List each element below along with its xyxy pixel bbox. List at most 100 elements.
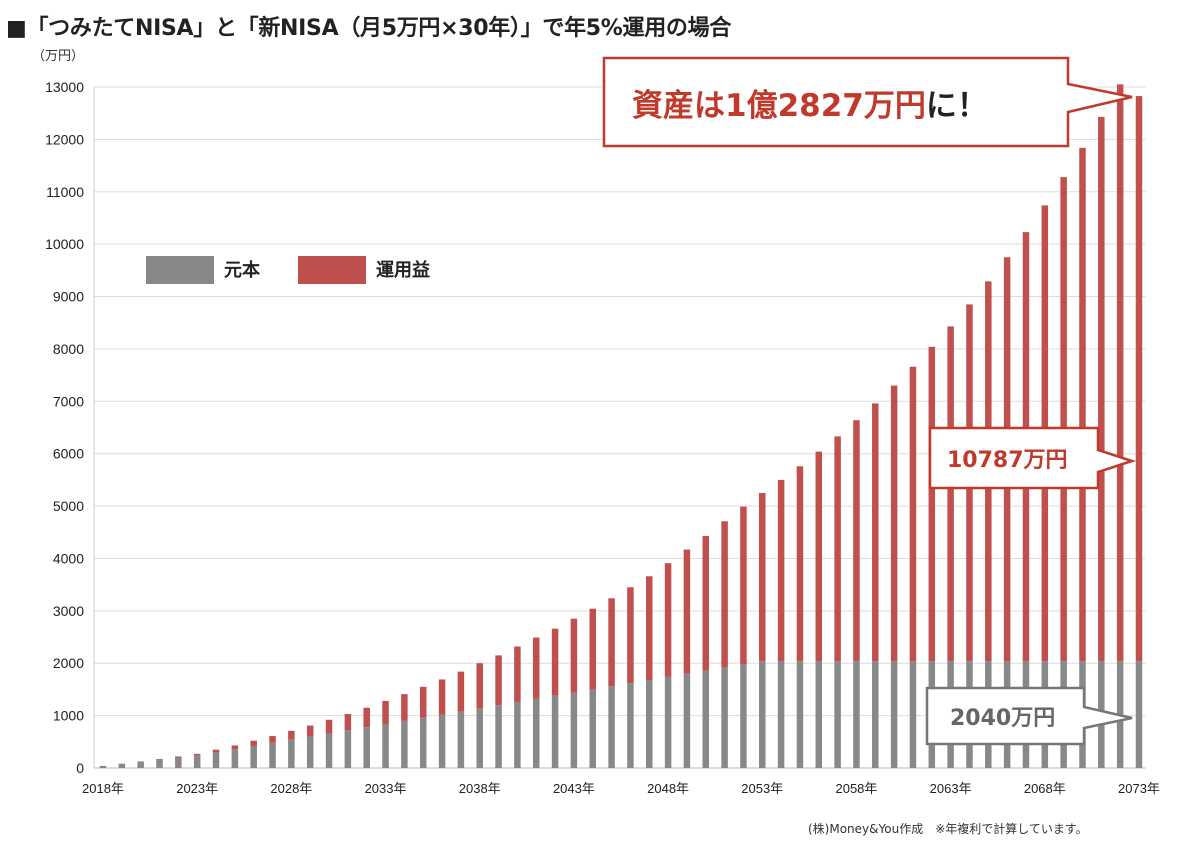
bar-principal-2060: [890, 661, 898, 768]
bar-gain-2041: [532, 637, 540, 699]
bar-gain-2049: [683, 549, 691, 674]
bar-gain-2027: [269, 736, 276, 743]
bar-principal-2053: [759, 661, 766, 768]
x-tick-label: 2053年: [741, 781, 783, 796]
bar-principal-2037: [457, 711, 465, 768]
callout-total-amount: 資産は1億2827万円: [632, 88, 926, 124]
bar-principal-2044: [589, 689, 596, 768]
bar-gain-2055: [796, 466, 804, 662]
bar-gain-2045: [608, 598, 615, 687]
x-tick-label: 2058年: [835, 781, 877, 796]
bar-principal-2049: [683, 673, 691, 768]
bar-gain-2038: [476, 663, 483, 709]
bar-gain-2061: [909, 366, 917, 662]
bar-principal-2029: [306, 736, 314, 768]
legend-label-gain: 運用益: [376, 259, 430, 281]
y-tick-label: 6000: [53, 446, 84, 462]
bar-gain-2046: [627, 587, 634, 684]
bar-principal-2051: [721, 667, 728, 768]
bar-principal-2048: [664, 676, 672, 768]
bar-principal-2038: [476, 708, 483, 768]
legend-swatch-gain: [298, 256, 366, 284]
bar-gain-2028: [288, 730, 295, 740]
bar-gain-2044: [589, 608, 596, 690]
x-tick-label: 2038年: [459, 781, 501, 796]
callout-gain-text: 10787万円: [947, 448, 1068, 473]
callout-principal: 2040万円: [925, 686, 1133, 746]
bars: [99, 84, 1143, 768]
x-tick-label: 2028年: [270, 781, 312, 796]
bar-principal-2039: [495, 705, 502, 768]
y-tick-label: 0: [76, 760, 84, 776]
x-tick-label: 2063年: [930, 781, 972, 796]
bar-gain-2039: [495, 655, 502, 706]
x-tick-label: 2048年: [647, 781, 689, 796]
bar-gain-2069: [1060, 177, 1067, 662]
bar-principal-2035: [419, 717, 427, 768]
x-tick-label: 2068年: [1024, 781, 1066, 796]
x-axis-ticks: 2018年 2023年 2028年 2033年 2038年 2043年 2048年 2053年…: [82, 781, 1160, 796]
bar-gain-2031: [344, 714, 352, 731]
x-tick-label: 2073年: [1118, 781, 1160, 796]
legend-swatch-principal: [146, 256, 214, 284]
bar-gain-2037: [457, 671, 465, 712]
bar-gain-2052: [740, 506, 747, 665]
y-tick-label: 12000: [45, 131, 84, 147]
bar-gain-2026: [250, 740, 257, 746]
legend: 元本 運用益: [146, 256, 430, 284]
bar-gain-2062: [928, 346, 936, 662]
y-tick-label: 3000: [53, 603, 84, 619]
bar-principal-2031: [344, 730, 352, 768]
bar-gain-2036: [438, 679, 446, 715]
bar-principal-2046: [627, 683, 634, 768]
bar-principal-2026: [250, 745, 257, 768]
bar-principal-2061: [909, 661, 917, 768]
y-tick-label: 2000: [53, 655, 84, 671]
bar-principal-2058: [853, 661, 860, 768]
bar-gain-2025: [231, 745, 239, 750]
bar-principal-2045: [608, 686, 615, 768]
bar-principal-2059: [872, 661, 879, 768]
bar-gain-2063: [947, 326, 954, 662]
bar-principal-2073: [1135, 661, 1143, 768]
bar-principal-2056: [815, 661, 823, 768]
bar-gain-2024: [212, 749, 220, 753]
bar-gain-2059: [872, 403, 879, 662]
y-tick-label: 13000: [45, 79, 84, 95]
bar-gain-2040: [514, 646, 521, 702]
bar-principal-2034: [401, 720, 408, 768]
bar-gain-2073: [1135, 96, 1143, 662]
bar-gain-2029: [306, 725, 314, 737]
bar-gain-2071: [1098, 116, 1105, 662]
bar-gain-2021: [156, 758, 163, 760]
bar-principal-2025: [231, 749, 239, 768]
bar-principal-2047: [646, 679, 653, 768]
legend-label-principal: 元本: [224, 259, 260, 281]
bar-gain-2035: [419, 686, 427, 718]
y-tick-label: 10000: [45, 236, 84, 252]
x-tick-label: 2033年: [365, 781, 407, 796]
chart-title: ■「つみたてNISA」と「新NISA（月5万円×30年）」で年5%運用の場合: [6, 16, 732, 41]
bar-gain-2034: [401, 694, 408, 721]
bar-principal-2018: [99, 765, 107, 768]
callout-total-text: 資産は1億2827万円に！: [632, 88, 988, 124]
bar-gain-2042: [551, 628, 559, 696]
bar-gain-2056: [815, 451, 823, 662]
bar-gain-2043: [570, 618, 578, 693]
bar-principal-2036: [438, 714, 446, 768]
bar-gain-2053: [759, 492, 766, 662]
bar-gain-2060: [890, 385, 898, 662]
bar-gain-2050: [702, 535, 710, 671]
bar-principal-2033: [382, 723, 389, 768]
bar-principal-2054: [777, 661, 785, 768]
y-tick-label: 9000: [53, 289, 84, 305]
bar-principal-2028: [288, 739, 295, 768]
callout-gain: 10787万円: [928, 426, 1137, 490]
bar-principal-2043: [570, 692, 578, 768]
x-tick-label: 2023年: [176, 781, 218, 796]
bar-gain-2023: [193, 753, 201, 756]
bar-principal-2019: [118, 763, 126, 768]
bar-gain-2047: [646, 576, 653, 680]
bar-principal-2055: [796, 661, 804, 768]
callout-total-suffix: に！: [926, 88, 988, 124]
